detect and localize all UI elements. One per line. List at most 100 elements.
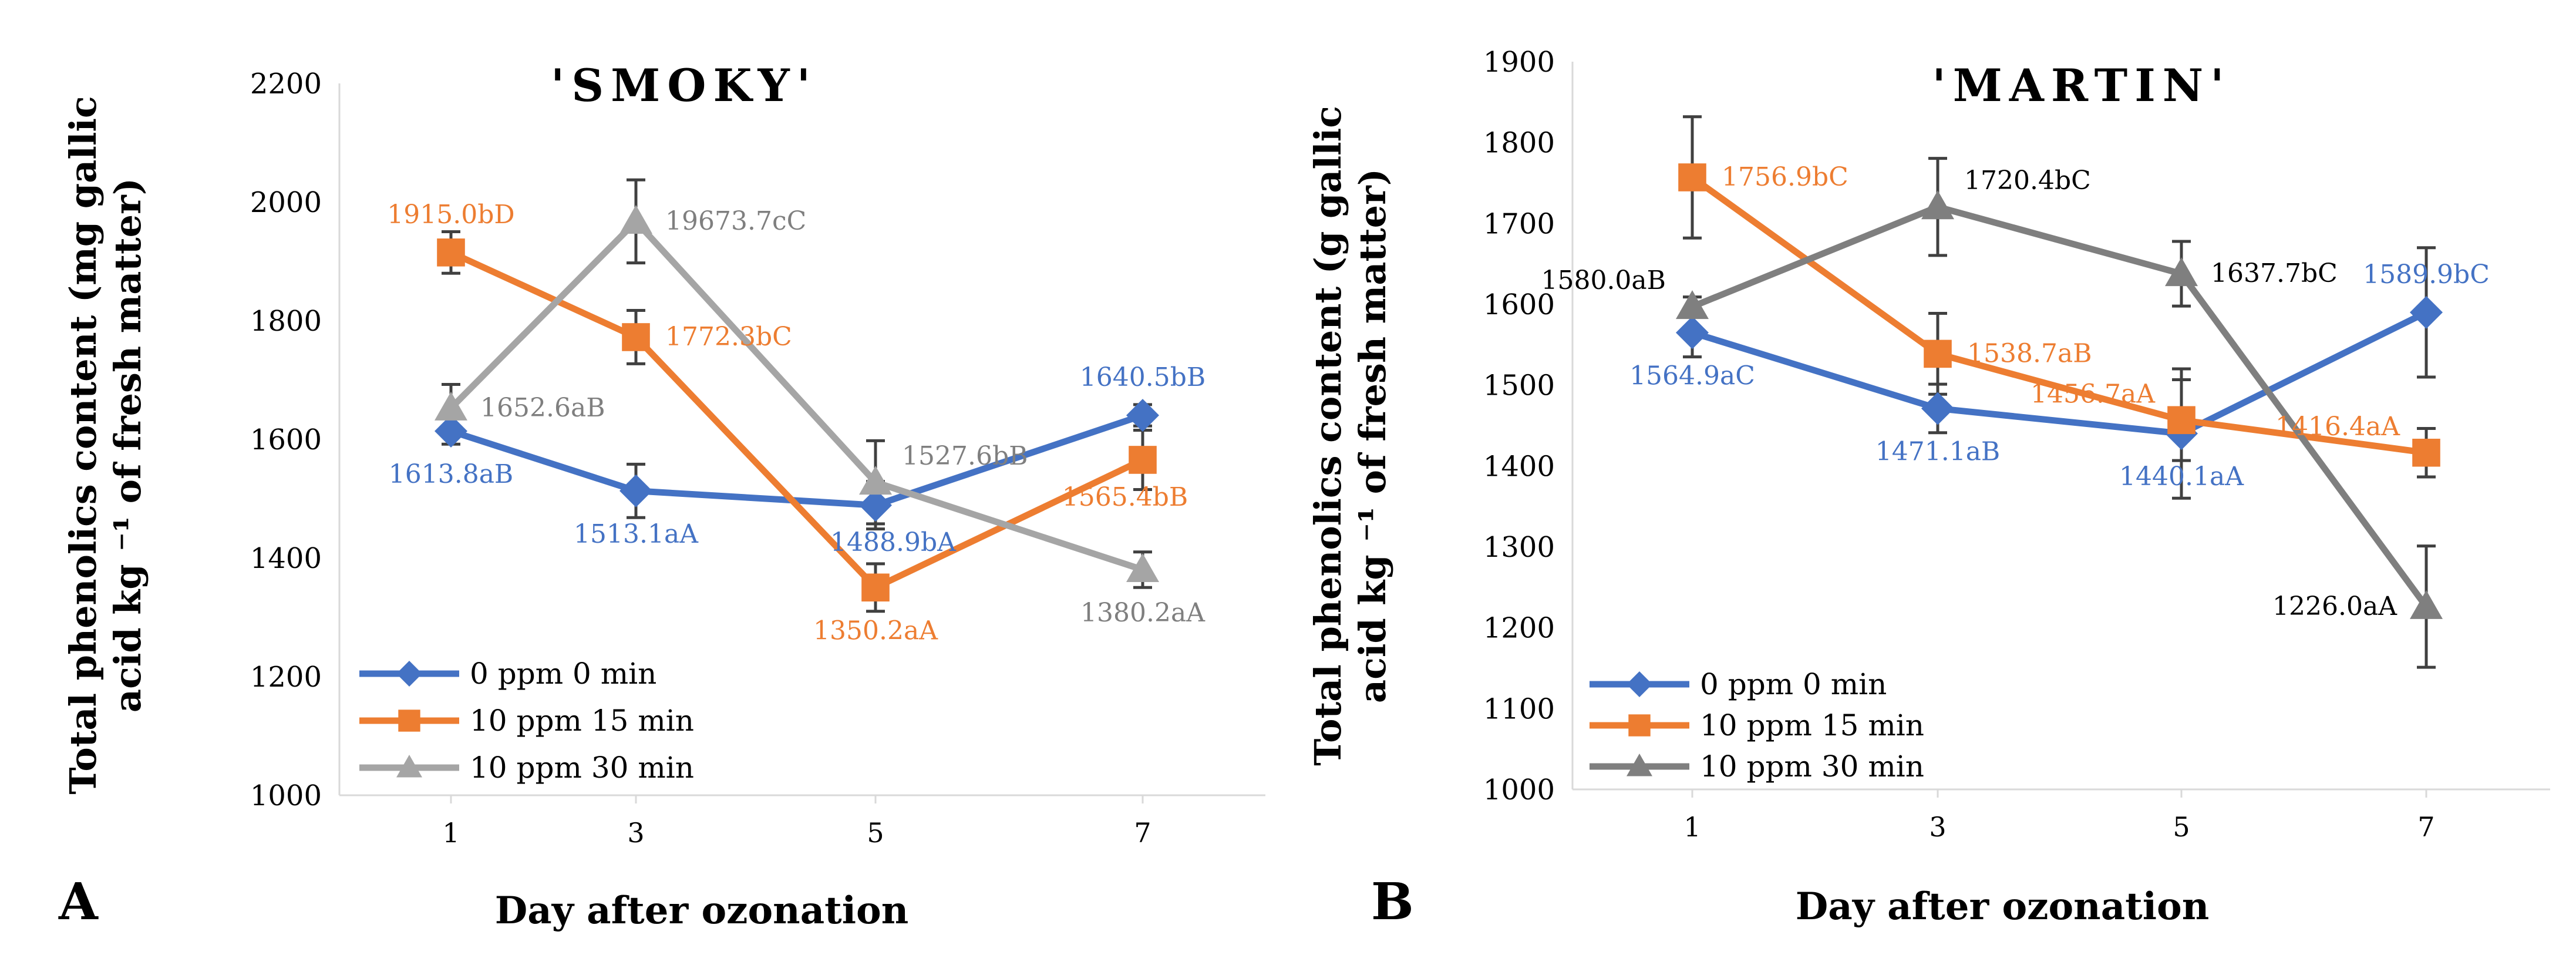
data-label: 1488.9bA	[830, 527, 957, 557]
panel-label: A	[58, 872, 99, 932]
y-tick-label: 1400	[1483, 450, 1555, 483]
data-label: 1513.1aA	[574, 519, 699, 549]
data-label: 1652.6aB	[480, 393, 605, 423]
data-point	[1921, 392, 1954, 425]
legend-label: 10 ppm 30 min	[1700, 749, 1924, 784]
data-point	[622, 323, 650, 351]
series-line	[1691, 309, 2428, 437]
data-point	[2165, 257, 2198, 287]
data-point	[861, 573, 890, 602]
data-label: 1380.2aA	[1080, 598, 1205, 628]
data-point	[1129, 446, 1157, 474]
x-tick-label: 3	[1929, 811, 1946, 843]
x-tick-label: 1	[442, 817, 459, 849]
legend-label: 10 ppm 30 min	[470, 751, 694, 785]
data-point	[2412, 438, 2440, 467]
y-tick-label: 1800	[250, 305, 322, 338]
data-point	[1678, 163, 1706, 191]
data-label: 1720.4bC	[1964, 166, 2091, 196]
y-tick-label: 2000	[250, 186, 322, 219]
data-point	[859, 489, 892, 522]
chart-panel-martin: 1000 1100 1200 1300 1400 1500 1600 1700 1800 1900…	[1292, 0, 2576, 965]
legend-marker	[398, 710, 420, 732]
legend-marker	[1627, 671, 1652, 697]
data-label: 1613.8aB	[389, 459, 514, 489]
data-label: 1756.9bC	[1722, 162, 1848, 192]
data-point	[435, 415, 467, 448]
legend-label: 0 ppm 0 min	[470, 657, 656, 691]
legend-marker	[1627, 754, 1652, 776]
legend-marker	[396, 661, 422, 687]
data-point	[437, 238, 465, 267]
data-label: 1416.4aA	[2275, 412, 2400, 442]
data-point	[859, 466, 892, 495]
y-axis-label-line2: acid kg ⁻¹ of fresh matter)	[106, 178, 149, 712]
series-line	[449, 218, 1144, 573]
data-point	[1126, 553, 1159, 582]
data-label: 1471.1aB	[1875, 436, 2001, 466]
y-tick-label: 1200	[250, 661, 322, 694]
panel-label: B	[1371, 872, 1414, 932]
y-tick-label: 1600	[250, 423, 322, 456]
chart-title: 'MARTIN'	[1932, 59, 2231, 112]
data-point	[1676, 290, 1709, 320]
y-axis-label: Total phenolics content (mg gallic acid k…	[62, 96, 149, 794]
data-label: 1456.7aA	[2031, 379, 2156, 409]
data-label: 19673.7cC	[665, 206, 806, 236]
x-axis-label: Day after ozonation	[495, 889, 909, 933]
chart-martin: 1000 1100 1200 1300 1400 1500 1600 1700 1800 1900…	[1306, 46, 2550, 932]
y-tick-label: 2200	[250, 68, 322, 100]
y-tick-label: 1300	[1483, 531, 1555, 564]
y-tick-label: 1100	[1483, 692, 1555, 725]
y-tick-label: 1700	[1483, 207, 1555, 240]
y-tick-label: 1500	[1483, 369, 1555, 402]
data-label: 1564.9aC	[1629, 361, 1755, 391]
legend-label: 10 ppm 15 min	[470, 704, 694, 738]
chart-panel-smoky: 1000 1200 1400 1600 1800 2000 2200 1 3 5 7 'SMOKY' T…	[58, 59, 1265, 933]
x-tick-label: 5	[867, 817, 884, 849]
y-tick-label: 1200	[1483, 612, 1555, 645]
data-point	[619, 474, 652, 507]
y-axis-label-line1: Total phenolics content (mg gallic	[62, 96, 105, 794]
data-point	[2167, 406, 2196, 435]
data-label: 1637.7bC	[2211, 258, 2338, 288]
data-label: 1772.3bC	[665, 322, 792, 352]
data-point	[435, 391, 467, 421]
data-point	[1924, 339, 1952, 368]
y-tick-label: 1800	[1483, 127, 1555, 160]
data-point	[1676, 316, 1709, 349]
legend-marker	[1628, 714, 1651, 737]
y-tick-label: 1600	[1483, 288, 1555, 321]
y-tick-label: 1900	[1483, 46, 1555, 79]
x-tick-label: 3	[627, 817, 644, 849]
legend-label: 10 ppm 15 min	[1700, 708, 1924, 742]
series-line	[1691, 203, 2429, 609]
series-line	[450, 412, 1144, 509]
data-label: 1589.9bC	[2363, 260, 2490, 290]
data-point	[1126, 399, 1159, 432]
y-axis-label-line2: acid kg ⁻¹ of fresh matter)	[1351, 169, 1394, 703]
data-label: 1915.0bD	[387, 200, 514, 230]
x-tick-label: 1	[1683, 811, 1701, 843]
data-point	[619, 204, 652, 234]
legend-marker	[396, 755, 422, 778]
data-label: 1565.4bB	[1062, 482, 1188, 512]
x-axis-label: Day after ozonation	[1796, 885, 2210, 929]
y-axis-label: Total phenolics content (g gallic acid kg…	[1306, 106, 1394, 766]
x-tick-label: 5	[2173, 811, 2190, 843]
y-tick-label: 1400	[250, 542, 322, 575]
chart-title: 'SMOKY'	[551, 59, 817, 112]
data-point	[1921, 190, 1954, 220]
chart-smoky: 1000 1200 1400 1600 1800 2000 2200 1 3 5 7 'SMOKY' T…	[58, 59, 1265, 933]
data-label: 1440.1aA	[2119, 462, 2244, 492]
x-tick-label: 7	[1134, 817, 1151, 849]
data-label: 1226.0aA	[2272, 591, 2397, 621]
data-label: 1538.7aB	[1967, 338, 2092, 368]
data-label: 1640.5bB	[1080, 362, 1205, 392]
y-tick-label: 1000	[250, 779, 322, 812]
y-axis-label-line1: Total phenolics content (g gallic	[1306, 106, 1349, 766]
x-tick-label: 7	[2417, 811, 2434, 843]
legend-label: 0 ppm 0 min	[1700, 667, 1887, 701]
data-label: 1527.6bB	[902, 441, 1028, 471]
data-point	[2410, 295, 2443, 329]
